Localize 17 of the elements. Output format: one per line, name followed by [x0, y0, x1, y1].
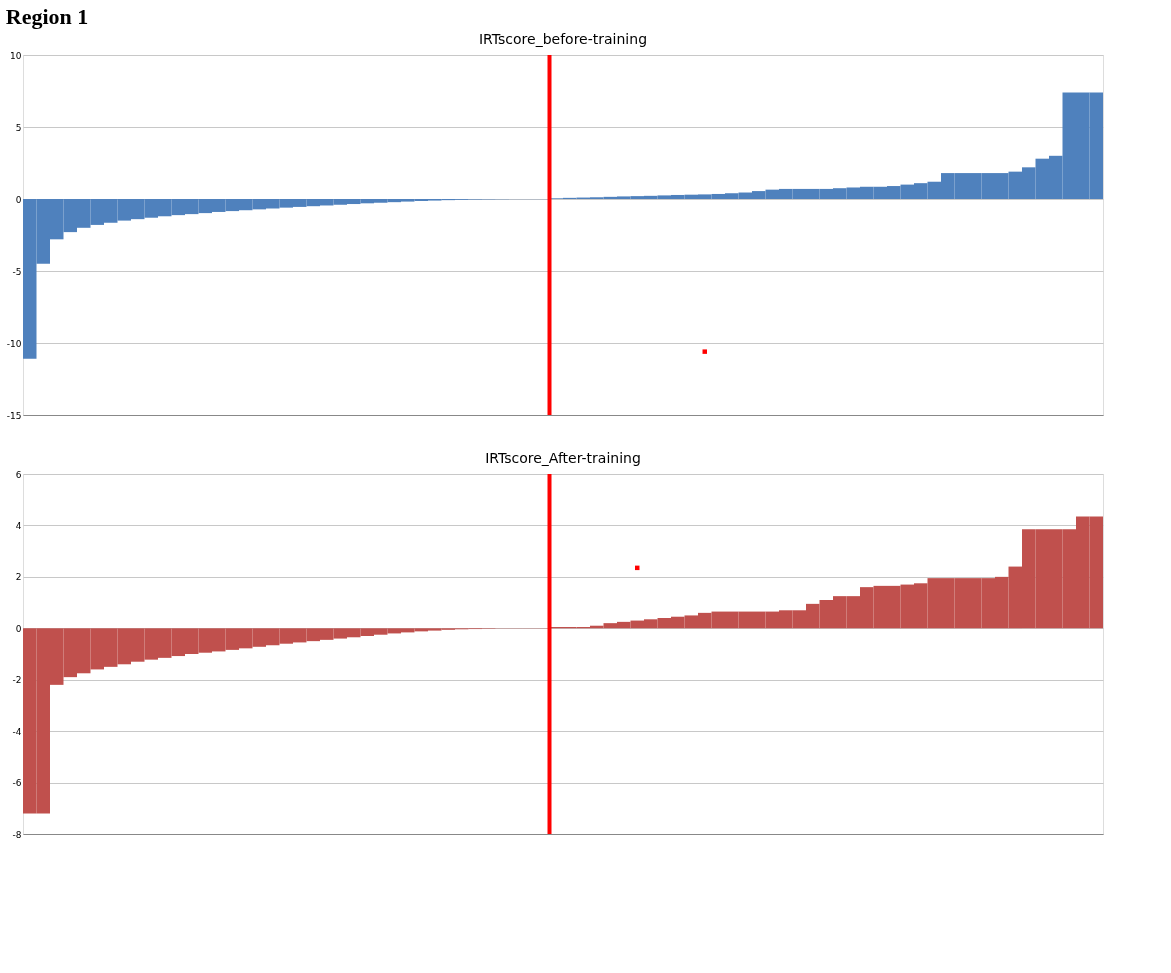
- chart-title: IRTscore_After-training: [485, 450, 641, 466]
- y-tick-label: -8: [12, 829, 22, 840]
- y-tick-label: 0: [15, 194, 22, 205]
- y-tick-label: 6: [15, 469, 22, 480]
- y-tick-label: 0: [15, 623, 22, 634]
- chart-title: IRTscore_before-training: [478, 31, 648, 47]
- y-tick-label: -10: [6, 338, 22, 349]
- y-tick-label: -6: [12, 778, 22, 789]
- y-tick-label: 4: [15, 520, 22, 531]
- y-tick-label: 5: [15, 122, 22, 133]
- y-tick-label: -4: [12, 726, 22, 737]
- y-tick-label: -15: [6, 410, 22, 421]
- y-tick-label: 10: [10, 50, 22, 61]
- y-tick-label: -5: [12, 266, 22, 277]
- y-tick-label: 2: [15, 572, 22, 583]
- y-tick-label: -2: [12, 675, 22, 686]
- text: Region 1: [5, 3, 89, 29]
